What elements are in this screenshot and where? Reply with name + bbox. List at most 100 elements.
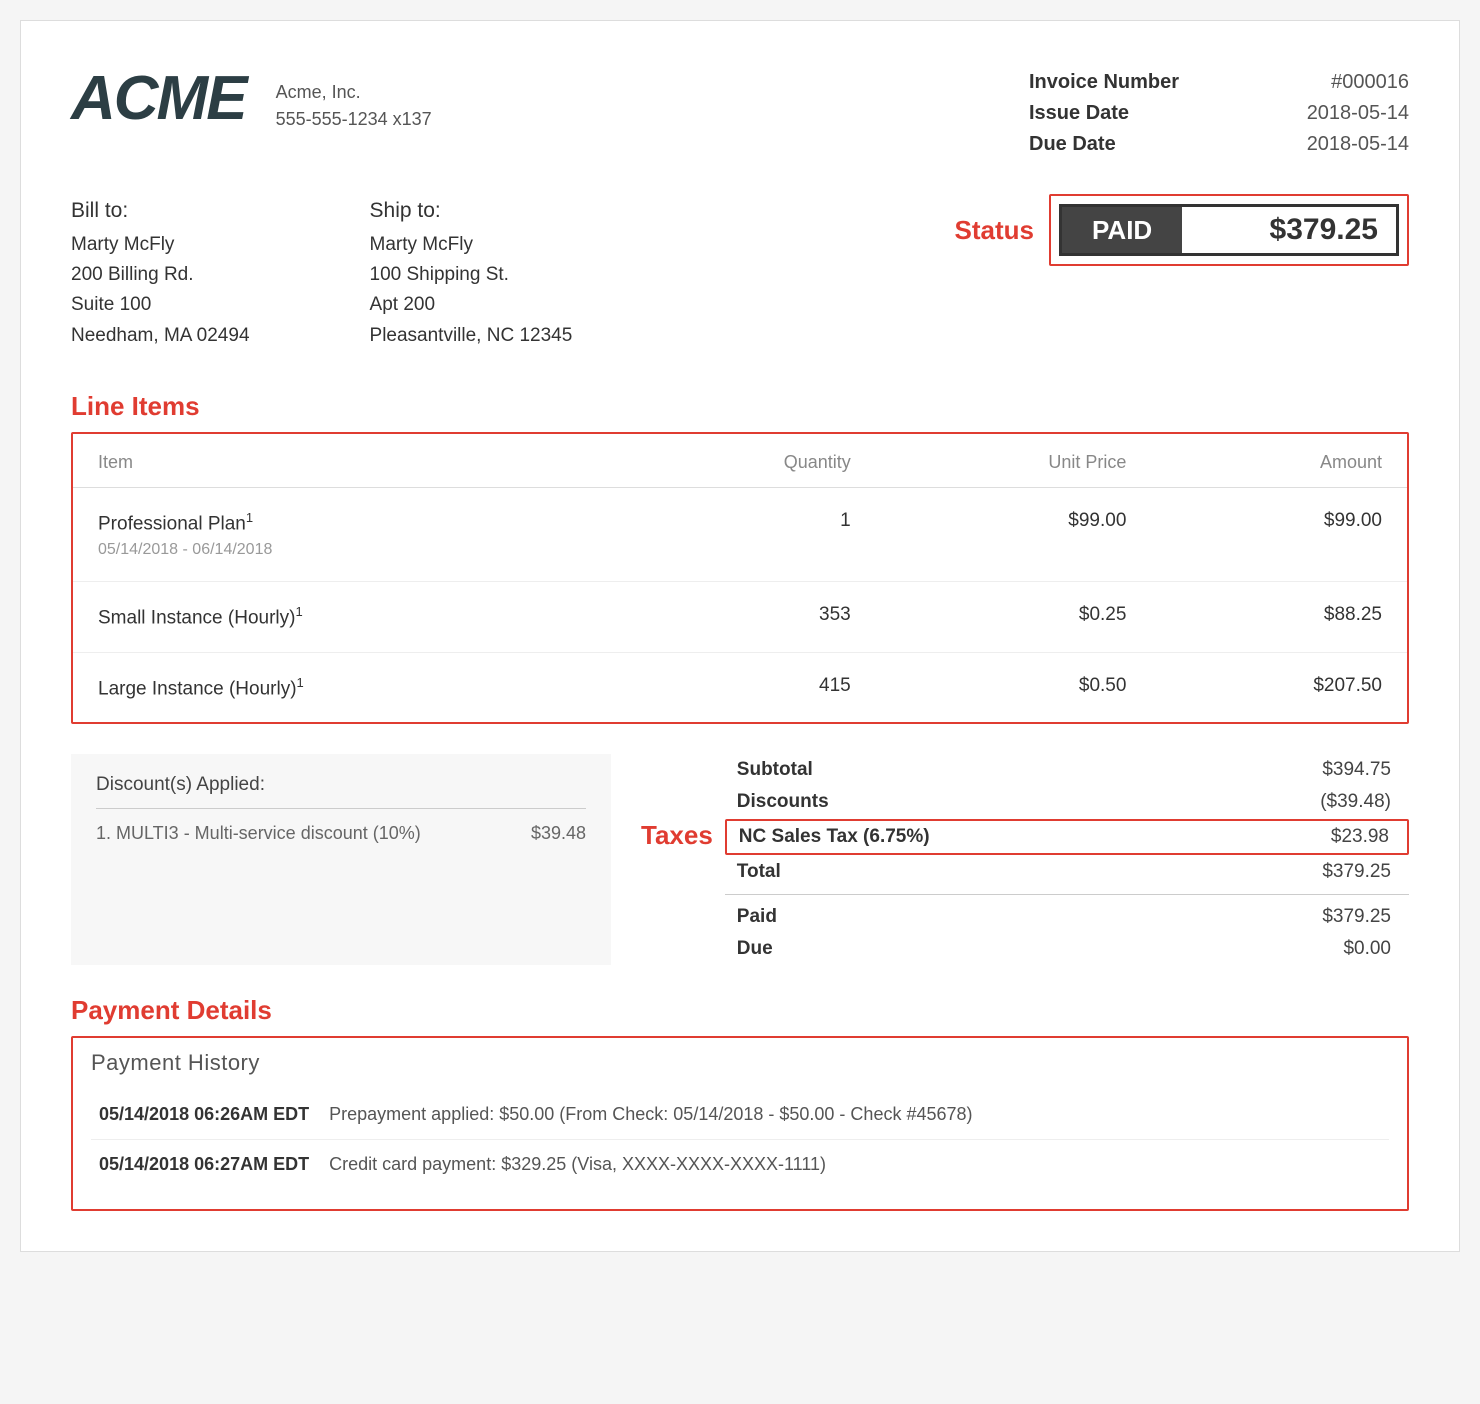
totals-divider xyxy=(725,894,1409,895)
cell-quantity: 1 xyxy=(624,488,876,582)
taxes-callout: Taxes xyxy=(641,820,713,851)
company-name: Acme, Inc. xyxy=(276,79,432,106)
due-row: Due $0.00 xyxy=(725,933,1409,965)
cell-quantity: 353 xyxy=(624,582,876,652)
cell-amount: $99.00 xyxy=(1151,488,1407,582)
payment-row: 05/14/2018 06:26AM EDT Prepayment applied… xyxy=(91,1090,1389,1140)
company-info: Acme, Inc. 555-555-1234 x137 xyxy=(276,71,432,133)
subtotal-value: $394.75 xyxy=(1322,759,1391,781)
status-amount: $379.25 xyxy=(1182,207,1396,253)
due-value: $0.00 xyxy=(1343,938,1391,960)
discounts-box: Discount(s) Applied: 1. MULTI3 - Multi-s… xyxy=(71,754,611,965)
cell-unit-price: $0.25 xyxy=(876,582,1152,652)
totals-table: Subtotal $394.75 Discounts ($39.48) NC S… xyxy=(725,754,1409,965)
payment-details-callout: Payment Details xyxy=(71,995,1409,1026)
payment-date: 05/14/2018 06:26AM EDT xyxy=(99,1104,309,1125)
ship-to-name: Marty McFly xyxy=(370,230,573,260)
cell-unit-price: $99.00 xyxy=(876,488,1152,582)
col-amount: Amount xyxy=(1151,434,1407,488)
status-highlight-box: PAID $379.25 xyxy=(1049,194,1409,266)
status-section: Status PAID $379.25 xyxy=(955,194,1409,266)
item-date-range: 05/14/2018 - 06/14/2018 xyxy=(98,541,599,559)
discount-amount: $39.48 xyxy=(531,823,586,844)
totals-section: Discount(s) Applied: 1. MULTI3 - Multi-s… xyxy=(71,754,1409,965)
payment-section: Payment Details Payment History 05/14/20… xyxy=(71,995,1409,1211)
status-box: PAID $379.25 xyxy=(1059,204,1399,256)
header-left: ACME Acme, Inc. 555-555-1234 x137 xyxy=(71,71,432,133)
due-label: Due xyxy=(737,938,773,960)
meta-issue-date: Issue Date 2018-05-14 xyxy=(1029,102,1409,125)
table-row: Professional Plan105/14/2018 - 06/14/201… xyxy=(73,488,1407,582)
payment-history-title: Payment History xyxy=(91,1050,1389,1076)
discount-row: 1. MULTI3 - Multi-service discount (10%)… xyxy=(96,823,586,844)
bill-to-line1: 200 Billing Rd. xyxy=(71,260,250,290)
tax-label: NC Sales Tax (6.75%) xyxy=(739,826,930,848)
company-phone: 555-555-1234 x137 xyxy=(276,106,432,133)
ship-to-heading: Ship to: xyxy=(370,194,573,228)
paid-value: $379.25 xyxy=(1322,906,1391,928)
issue-date-value: 2018-05-14 xyxy=(1307,102,1409,125)
payment-history-box: Payment History 05/14/2018 06:26AM EDT Pr… xyxy=(71,1036,1409,1211)
payment-date: 05/14/2018 06:27AM EDT xyxy=(99,1154,309,1175)
cell-item: Large Instance (Hourly)1 xyxy=(73,652,624,722)
cell-quantity: 415 xyxy=(624,652,876,722)
total-label: Total xyxy=(737,861,781,883)
invoice-number-label: Invoice Number xyxy=(1029,71,1179,94)
discounts-row: Discounts ($39.48) xyxy=(725,786,1409,818)
table-row: Small Instance (Hourly)1353$0.25$88.25 xyxy=(73,582,1407,652)
subtotal-label: Subtotal xyxy=(737,759,813,781)
cell-item: Small Instance (Hourly)1 xyxy=(73,582,624,652)
payment-row: 05/14/2018 06:27AM EDT Credit card paymen… xyxy=(91,1140,1389,1189)
total-row: Total $379.25 xyxy=(725,856,1409,888)
ship-to-line2: Apt 200 xyxy=(370,290,573,320)
col-item: Item xyxy=(73,434,624,488)
ship-to-city: Pleasantville, NC 12345 xyxy=(370,321,573,351)
cell-amount: $207.50 xyxy=(1151,652,1407,722)
col-unit-price: Unit Price xyxy=(876,434,1152,488)
discount-text: 1. MULTI3 - Multi-service discount (10%) xyxy=(96,823,421,844)
tax-value: $23.98 xyxy=(1331,826,1389,848)
meta-due-date: Due Date 2018-05-14 xyxy=(1029,133,1409,156)
payment-description: Credit card payment: $329.25 (Visa, XXXX… xyxy=(329,1154,826,1175)
invoice-number-value: #000016 xyxy=(1331,71,1409,94)
issue-date-label: Issue Date xyxy=(1029,102,1129,125)
ship-to-block: Ship to: Marty McFly 100 Shipping St. Ap… xyxy=(370,194,573,351)
paid-label: Paid xyxy=(737,906,777,928)
tax-row: NC Sales Tax (6.75%) $23.98 xyxy=(725,819,1409,855)
invoice-meta: Invoice Number #000016 Issue Date 2018-0… xyxy=(1029,71,1409,164)
header-row: ACME Acme, Inc. 555-555-1234 x137 Invoic… xyxy=(71,71,1409,164)
total-value: $379.25 xyxy=(1322,861,1391,883)
discounts-title: Discount(s) Applied: xyxy=(96,774,586,809)
due-date-value: 2018-05-14 xyxy=(1307,133,1409,156)
ship-to-line1: 100 Shipping St. xyxy=(370,260,573,290)
cell-item: Professional Plan105/14/2018 - 06/14/201… xyxy=(73,488,624,582)
payment-description: Prepayment applied: $50.00 (From Check: … xyxy=(329,1104,972,1125)
status-badge: PAID xyxy=(1062,207,1182,253)
table-row: Large Instance (Hourly)1415$0.50$207.50 xyxy=(73,652,1407,722)
bill-to-city: Needham, MA 02494 xyxy=(71,321,250,351)
col-quantity: Quantity xyxy=(624,434,876,488)
taxes-callout-column: Taxes xyxy=(641,754,713,851)
due-date-label: Due Date xyxy=(1029,133,1116,156)
discounts-value: ($39.48) xyxy=(1320,791,1391,813)
subtotal-row: Subtotal $394.75 xyxy=(725,754,1409,786)
bill-to-heading: Bill to: xyxy=(71,194,250,228)
discounts-label: Discounts xyxy=(737,791,829,813)
table-header-row: Item Quantity Unit Price Amount xyxy=(73,434,1407,488)
addresses-left: Bill to: Marty McFly 200 Billing Rd. Sui… xyxy=(71,194,572,351)
addresses-row: Bill to: Marty McFly 200 Billing Rd. Sui… xyxy=(71,194,1409,351)
paid-row: Paid $379.25 xyxy=(725,901,1409,933)
line-items-box: Item Quantity Unit Price Amount Professi… xyxy=(71,432,1409,724)
cell-unit-price: $0.50 xyxy=(876,652,1152,722)
totals-right: Taxes Subtotal $394.75 Discounts ($39.48… xyxy=(641,754,1409,965)
invoice-container: ACME Acme, Inc. 555-555-1234 x137 Invoic… xyxy=(20,20,1460,1252)
line-items-table: Item Quantity Unit Price Amount Professi… xyxy=(73,434,1407,722)
bill-to-line2: Suite 100 xyxy=(71,290,250,320)
cell-amount: $88.25 xyxy=(1151,582,1407,652)
bill-to-name: Marty McFly xyxy=(71,230,250,260)
bill-to-block: Bill to: Marty McFly 200 Billing Rd. Sui… xyxy=(71,194,250,351)
line-items-callout: Line Items xyxy=(71,391,1409,422)
company-logo: ACME xyxy=(71,71,246,127)
meta-invoice-number: Invoice Number #000016 xyxy=(1029,71,1409,94)
status-callout: Status xyxy=(955,215,1034,246)
